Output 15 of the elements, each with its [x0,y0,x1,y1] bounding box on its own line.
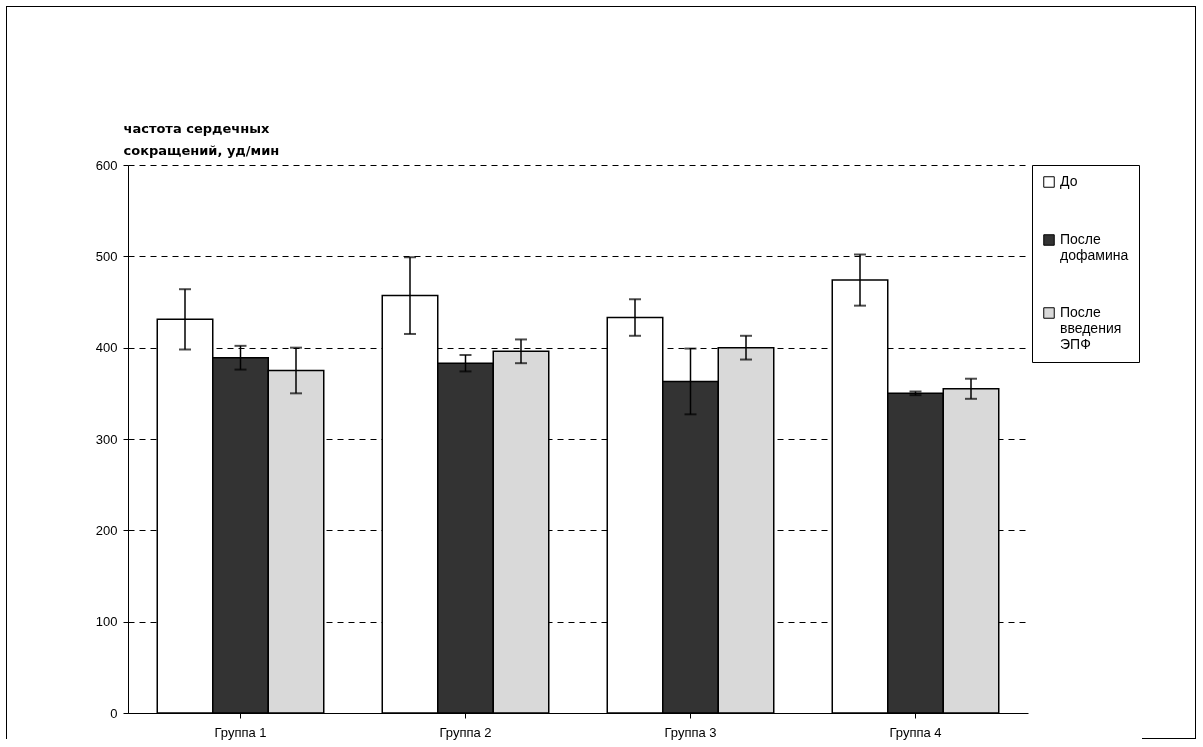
y-tick-label: 400 [95,340,118,356]
y-tick-label: 600 [95,157,118,173]
legend-label: До [1060,173,1078,189]
y-tick-label: 100 [95,614,118,630]
y-tick-label: 300 [95,431,118,447]
y-axis-title: частота сердечных сокращений, уд/мин [123,120,280,158]
x-tick-label: Группа 1 [214,724,267,740]
legend-label: После введения ЭПФ [1060,304,1122,352]
x-tick-label: Группа 4 [889,724,942,740]
x-tick-label: Группа 2 [439,724,492,740]
y-tick-label: 500 [95,248,118,264]
y-tick-label: 0 [110,705,118,721]
y-tick-label: 200 [95,522,118,538]
x-tick-label: Группа 3 [664,724,717,740]
legend-label: После дофамина [1060,231,1129,263]
